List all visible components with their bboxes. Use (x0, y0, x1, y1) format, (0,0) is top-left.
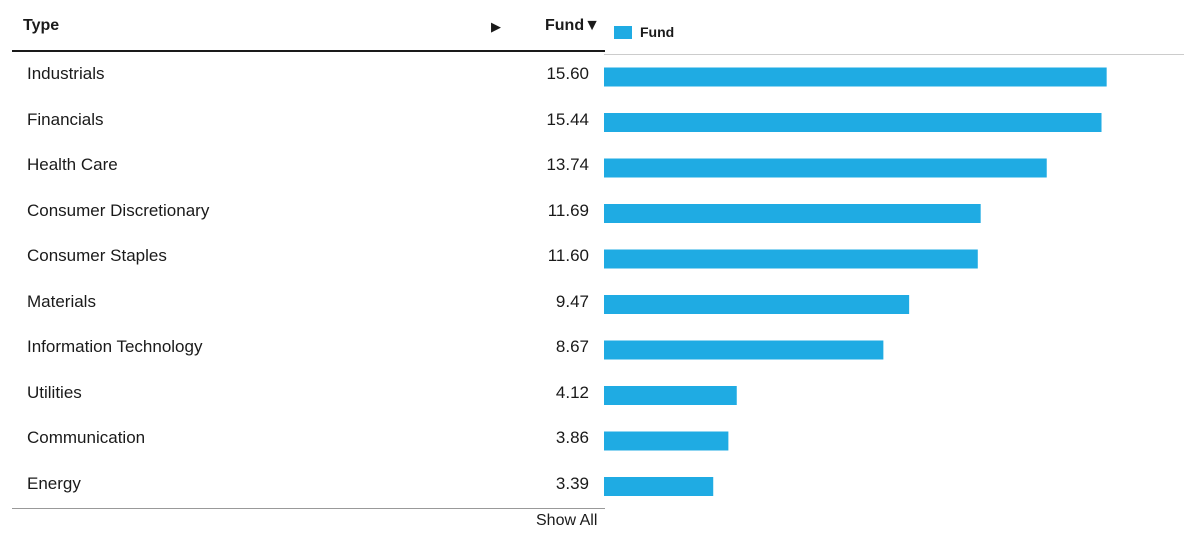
chart-top-divider (604, 54, 1184, 55)
category-label: Utilities (27, 382, 82, 402)
play-arrow-icon[interactable]: ▶ (491, 19, 501, 34)
column-header-type: Type (23, 17, 60, 34)
bar (604, 67, 1107, 87)
category-label: Consumer Discretionary (27, 200, 210, 220)
data-label: 11.60 (547, 246, 589, 265)
bar (604, 249, 978, 269)
data-label: 11.69 (547, 200, 589, 220)
bar (604, 386, 737, 405)
data-label: 4.12 (555, 382, 589, 402)
bar (604, 158, 1047, 178)
legend-swatch (614, 25, 632, 39)
category-label: Information Technology (27, 337, 203, 356)
data-label: 8.67 (555, 337, 589, 356)
data-label: 3.86 (555, 428, 589, 447)
category-label: Energy (27, 473, 81, 493)
data-label: 3.39 (555, 473, 589, 493)
category-label: Health Care (27, 155, 118, 174)
bar (604, 431, 729, 451)
data-label: 13.74 (546, 155, 589, 174)
category-label: Consumer Staples (27, 246, 167, 265)
show-all-button[interactable]: Show All (536, 512, 598, 529)
column-header-fund-sort[interactable]: Fund▼ (545, 17, 600, 34)
category-label: Materials (27, 291, 96, 311)
chart-legend: Fund (614, 24, 674, 40)
footer-divider (12, 508, 605, 509)
bar (604, 477, 714, 496)
data-label: 15.60 (546, 64, 589, 83)
bar (604, 113, 1102, 132)
category-label: Financials (27, 109, 104, 129)
bar (604, 295, 910, 314)
header-divider (12, 50, 605, 52)
data-label: 9.47 (555, 291, 589, 311)
bar (604, 204, 981, 223)
legend-label: Fund (640, 24, 675, 40)
category-label: Communication (27, 428, 146, 447)
bar (604, 340, 884, 360)
category-label: Industrials (27, 64, 105, 83)
data-label: 15.44 (546, 109, 589, 129)
